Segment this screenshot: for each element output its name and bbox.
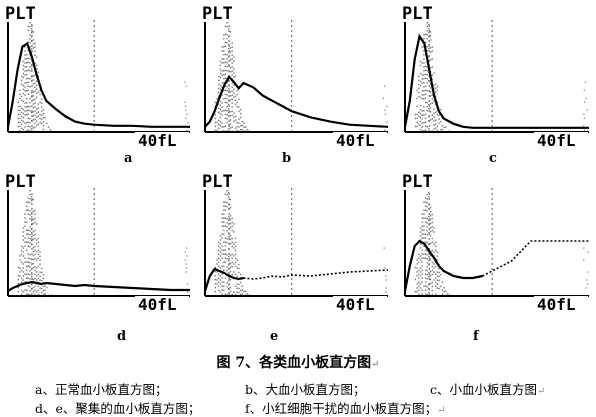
series-line-dotted <box>482 240 589 277</box>
caption-de: d、e、聚集的血小板直方图； <box>35 401 201 416</box>
caption-f: f、小红细胞干扰的血小板直方图；↵ <box>245 401 446 416</box>
panel-plt-label: PLT <box>402 172 433 192</box>
histogram-panel-d: PLT 40fL <box>4 172 190 314</box>
reference-distribution-dots <box>214 22 388 134</box>
panel-letter: f <box>473 329 480 344</box>
panel-letter: c <box>489 151 497 166</box>
series-line <box>403 33 589 129</box>
unit-tick-label: 40fL <box>138 295 177 314</box>
panel-plt-label: PLT <box>5 4 36 24</box>
histogram-panel-b: PLT 40fL <box>201 4 389 150</box>
unit-tick-label: 40fL <box>537 295 576 314</box>
series-line <box>204 75 389 128</box>
panel-plt-label: PLT <box>202 4 233 24</box>
unit-tick-label: 40fL <box>138 131 177 150</box>
panel-plt-label: PLT <box>202 172 233 192</box>
series-line <box>7 280 190 292</box>
return-mark: ↵ <box>371 359 380 370</box>
histogram-panel-c: PLT 40fL <box>401 4 589 150</box>
panel-plt-label: PLT <box>402 4 433 24</box>
reference-distribution-dots <box>214 190 388 298</box>
reference-distribution-dots <box>17 22 189 133</box>
panel-letter: b <box>282 151 291 166</box>
caption-a: a、正常血小板直方图； <box>35 382 168 397</box>
panel-letter: a <box>124 151 133 166</box>
panel-letter: e <box>270 329 278 344</box>
series-line <box>6 41 190 128</box>
series-line <box>403 239 483 292</box>
caption-c: c、小血小板直方图↵ <box>430 382 546 397</box>
reference-distribution-dots <box>414 192 589 298</box>
histogram-panel-f: PLT 40fL <box>401 172 589 314</box>
panel-letter: d <box>117 329 126 344</box>
caption-b: b、大血小板直方图； <box>245 382 366 397</box>
unit-tick-label: 40fL <box>336 131 375 150</box>
histogram-panel-a: PLT 40fL <box>4 4 190 150</box>
figure-title: 图 7、各类血小板直方图 <box>216 355 372 371</box>
series-line <box>203 267 244 292</box>
series-line-dotted <box>243 269 389 280</box>
panel-plt-label: PLT <box>5 172 36 192</box>
reference-distribution-dots <box>414 22 588 134</box>
histogram-panel-e: PLT 40fL <box>201 172 389 314</box>
reference-distribution-dots <box>17 190 189 298</box>
unit-tick-label: 40fL <box>336 295 375 314</box>
unit-tick-label: 40fL <box>537 131 576 150</box>
